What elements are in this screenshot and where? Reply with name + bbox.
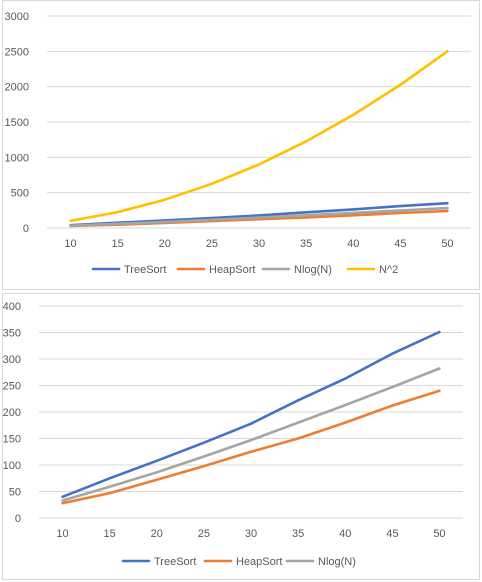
chart2-x-tick-label: 50	[433, 528, 445, 540]
chart1-y-tick-label: 1000	[5, 152, 29, 164]
chart2-series-nlog-n-line	[61, 367, 441, 502]
chart1-x-tick-label: 15	[112, 238, 124, 250]
chart1-y-tick-label: 500	[11, 188, 29, 200]
chart1-legend-label-n-2: N^2	[379, 264, 398, 276]
chart-top-svg: 0 500 1000 1500 2000 2500 3000 10 15 20 25 30 35 40 45…	[5, 11, 471, 276]
chart2-series-heapsort-line	[61, 389, 441, 505]
chart2-x-tick-label: 10	[56, 528, 68, 540]
chart-bottom: 0 50 100 150 200 250 300 350 400 10 15 20 25 30 35 40 45…	[2, 293, 480, 580]
chart1-x-tick-label: 25	[206, 238, 218, 250]
chart2-y-tick-label: 100	[3, 460, 21, 472]
chart1-x-tick-label: 35	[300, 238, 312, 250]
chart2-x-tick-label: 15	[104, 528, 116, 540]
chart1-y-tick-label: 2000	[5, 82, 29, 94]
chart2-y-tick-label: 0	[15, 513, 21, 525]
chart2-x-tick-label: 40	[339, 528, 351, 540]
chart2-y-tick-label: 200	[3, 407, 21, 419]
chart1-series-nlog-n-line	[69, 206, 449, 227]
chart1-legend-label-treesort: TreeSort	[124, 264, 166, 276]
chart2-x-tick-label: 25	[198, 528, 210, 540]
chart2-x-tick-label: 35	[292, 528, 304, 540]
chart1-legend-label-nlog-n: Nlog(N)	[294, 264, 332, 276]
chart1-legend-label-heapsort: HeapSort	[209, 264, 255, 276]
chart1-y-tick-label: 3000	[5, 11, 29, 23]
chart1-y-tick-label: 1500	[5, 117, 29, 129]
chart2-y-tick-label: 250	[3, 381, 21, 393]
chart2-series-treesort-line	[61, 330, 441, 499]
chart2-y-tick-label: 350	[3, 328, 21, 340]
chart2-x-tick-label: 30	[245, 528, 257, 540]
chart1-y-tick-label: 0	[23, 223, 29, 235]
chart1-x-tick-label: 50	[441, 238, 453, 250]
chart1-x-tick-label: 30	[253, 238, 265, 250]
chart2-x-tick-label: 20	[151, 528, 163, 540]
chart1-x-tick-label: 45	[394, 238, 406, 250]
chart2-y-tick-label: 400	[3, 301, 21, 313]
chart-top: 0 500 1000 1500 2000 2500 3000 10 15 20 25 30 35 40 45…	[2, 0, 480, 290]
chart2-legend-label-nlog-n: Nlog(N)	[318, 556, 356, 568]
chart2-legend-label-heapsort: HeapSort	[236, 556, 282, 568]
chart2-x-tick-label: 45	[386, 528, 398, 540]
chart-bottom-svg: 0 50 100 150 200 250 300 350 400 10 15 20 25 30 35 40 45…	[3, 301, 463, 568]
chart1-y-tick-label: 2500	[5, 46, 29, 58]
chart2-y-tick-label: 50	[9, 487, 21, 499]
chart1-x-tick-label: 20	[159, 238, 171, 250]
chart2-legend-label-treesort: TreeSort	[154, 556, 196, 568]
chart2-y-tick-label: 150	[3, 434, 21, 446]
chart1-x-tick-label: 10	[64, 238, 76, 250]
chart1-x-tick-label: 40	[347, 238, 359, 250]
chart2-y-tick-label: 300	[3, 354, 21, 366]
chart1-series-n-2-line	[69, 49, 449, 223]
